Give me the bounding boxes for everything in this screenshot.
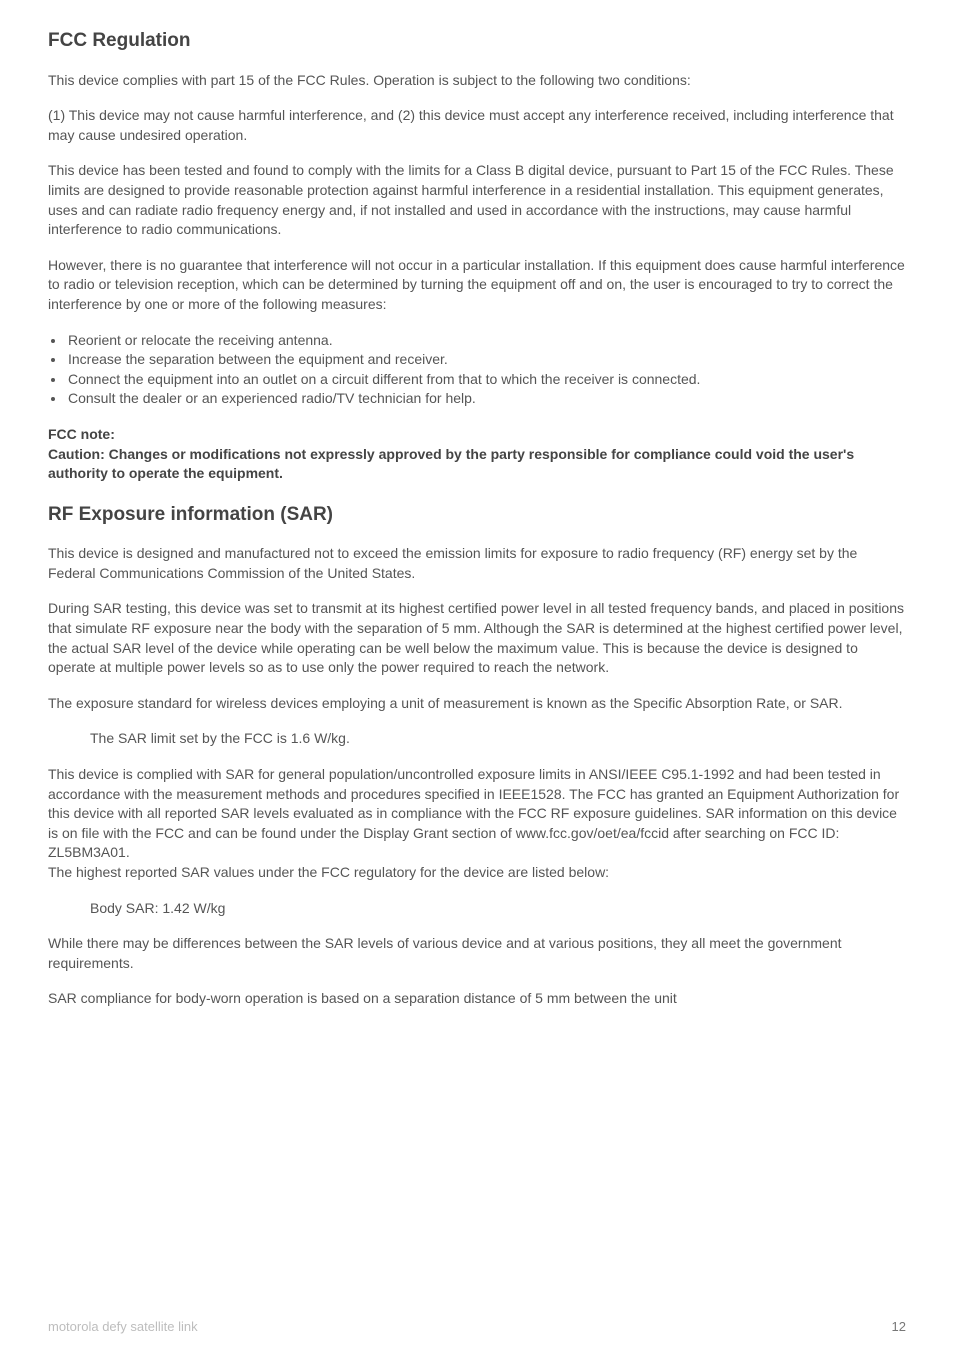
- fcc-bullet: Reorient or relocate the receiving anten…: [66, 331, 906, 351]
- rf-p5: The highest reported SAR values under th…: [48, 863, 906, 883]
- fcc-bullet: Consult the dealer or an experienced rad…: [66, 389, 906, 409]
- rf-sar-limit: The SAR limit set by the FCC is 1.6 W/kg…: [48, 729, 906, 749]
- footer-product: motorola defy satellite link: [48, 1318, 198, 1336]
- rf-p2: During SAR testing, this device was set …: [48, 599, 906, 677]
- fcc-note-body: Caution: Changes or modifications not ex…: [48, 446, 854, 482]
- fcc-note: FCC note: Caution: Changes or modificati…: [48, 425, 906, 484]
- fcc-note-label: FCC note:: [48, 426, 115, 442]
- fcc-bullet: Increase the separation between the equi…: [66, 350, 906, 370]
- fcc-p2: (1) This device may not cause harmful in…: [48, 106, 906, 145]
- page-footer: motorola defy satellite link 12: [48, 1318, 906, 1336]
- rf-p6: While there may be differences between t…: [48, 934, 906, 973]
- rf-p7: SAR compliance for body-worn operation i…: [48, 989, 906, 1009]
- footer-page-number: 12: [892, 1318, 906, 1336]
- fcc-heading: FCC Regulation: [48, 28, 906, 55]
- rf-heading: RF Exposure information (SAR): [48, 502, 906, 529]
- rf-p1: This device is designed and manufactured…: [48, 544, 906, 583]
- fcc-p3: This device has been tested and found to…: [48, 161, 906, 239]
- fcc-p1: This device complies with part 15 of the…: [48, 71, 906, 91]
- fcc-p4: However, there is no guarantee that inte…: [48, 256, 906, 315]
- rf-p4: This device is complied with SAR for gen…: [48, 765, 906, 863]
- fcc-bullet: Connect the equipment into an outlet on …: [66, 370, 906, 390]
- fcc-bullet-list: Reorient or relocate the receiving anten…: [48, 331, 906, 409]
- rf-p3: The exposure standard for wireless devic…: [48, 694, 906, 714]
- rf-body-sar: Body SAR: 1.42 W/kg: [48, 899, 906, 919]
